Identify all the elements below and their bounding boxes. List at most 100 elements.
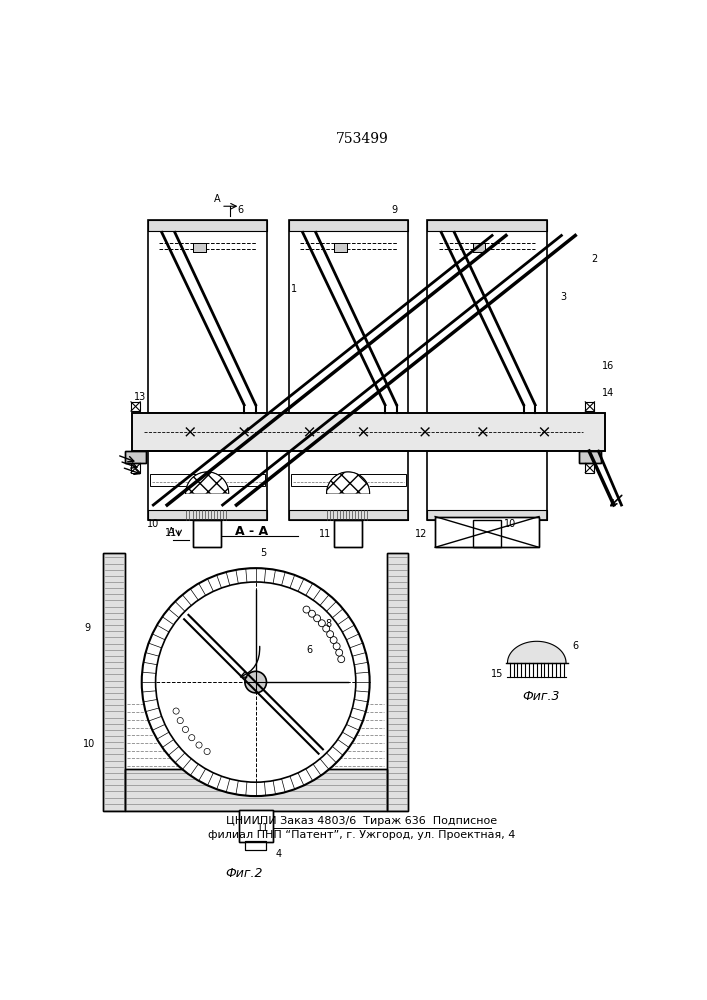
Text: 6: 6: [307, 645, 312, 655]
Circle shape: [196, 742, 202, 748]
Bar: [125, 769, 387, 811]
Text: 14: 14: [602, 388, 614, 398]
Bar: [239, 810, 273, 842]
Text: 9: 9: [391, 205, 397, 215]
Bar: [125, 451, 146, 463]
Bar: [579, 451, 601, 463]
Bar: [148, 510, 267, 520]
Text: 3: 3: [561, 292, 567, 302]
Bar: [291, 474, 406, 486]
Text: 4: 4: [276, 849, 282, 859]
Text: 5: 5: [260, 548, 267, 558]
Text: 12: 12: [415, 529, 428, 539]
Bar: [387, 553, 408, 811]
Bar: [148, 510, 267, 520]
Circle shape: [204, 748, 210, 755]
Text: 753499: 753499: [336, 132, 388, 146]
Bar: [435, 517, 539, 547]
Text: 11: 11: [319, 529, 331, 539]
Text: 10: 10: [503, 519, 516, 529]
Bar: [148, 220, 267, 231]
Bar: [334, 520, 362, 547]
Text: 6: 6: [572, 641, 578, 651]
Bar: [585, 463, 595, 473]
Circle shape: [177, 717, 183, 724]
Circle shape: [330, 637, 337, 644]
Text: 11: 11: [165, 528, 177, 538]
Text: 8: 8: [326, 619, 332, 629]
Circle shape: [182, 726, 189, 733]
Bar: [245, 841, 267, 850]
Text: 15: 15: [491, 669, 503, 679]
Circle shape: [333, 643, 340, 650]
Text: 9: 9: [85, 623, 91, 633]
Circle shape: [338, 656, 345, 663]
Bar: [428, 510, 547, 520]
Bar: [579, 451, 601, 463]
Bar: [473, 243, 485, 252]
Bar: [288, 220, 408, 413]
Bar: [131, 402, 140, 411]
Bar: [193, 520, 221, 547]
Circle shape: [245, 671, 267, 693]
Bar: [428, 451, 547, 520]
Bar: [288, 220, 408, 231]
Circle shape: [156, 582, 356, 782]
Bar: [148, 451, 267, 520]
Bar: [428, 510, 547, 520]
Circle shape: [173, 708, 179, 714]
Bar: [473, 520, 501, 547]
Bar: [193, 243, 206, 252]
Circle shape: [314, 615, 320, 622]
Text: 13: 13: [134, 392, 146, 402]
Bar: [334, 243, 346, 252]
Text: А - А: А - А: [235, 525, 269, 538]
Circle shape: [303, 606, 310, 613]
Bar: [150, 474, 265, 486]
Text: 2: 2: [591, 254, 597, 264]
Bar: [132, 413, 604, 451]
Text: Фиг.3: Фиг.3: [522, 690, 559, 703]
Circle shape: [308, 610, 315, 617]
Bar: [148, 220, 267, 231]
Text: 6: 6: [238, 205, 243, 215]
Text: 10: 10: [147, 519, 159, 529]
Bar: [125, 769, 387, 811]
Bar: [387, 553, 408, 811]
Circle shape: [141, 568, 370, 796]
Bar: [334, 243, 346, 252]
Text: А: А: [168, 527, 175, 537]
Text: 10: 10: [83, 739, 95, 749]
Text: ЦНИИПИ Заказ 4803/6  Тираж 636  Подписное: ЦНИИПИ Заказ 4803/6 Тираж 636 Подписное: [226, 816, 498, 826]
Bar: [585, 402, 595, 411]
Circle shape: [322, 625, 329, 632]
Text: Фиг.2: Фиг.2: [226, 867, 263, 880]
Bar: [148, 220, 267, 413]
Bar: [245, 841, 267, 850]
Bar: [103, 553, 125, 811]
Circle shape: [318, 620, 325, 627]
Bar: [103, 553, 125, 811]
Bar: [435, 517, 539, 547]
Text: 1: 1: [291, 284, 297, 294]
Bar: [125, 451, 146, 463]
Bar: [193, 243, 206, 252]
Bar: [428, 220, 547, 231]
Text: А: А: [214, 194, 221, 204]
Bar: [428, 220, 547, 413]
Bar: [132, 413, 604, 451]
Bar: [288, 510, 408, 520]
Circle shape: [336, 649, 343, 656]
Circle shape: [189, 735, 195, 741]
Bar: [288, 220, 408, 231]
Text: 11: 11: [257, 823, 269, 833]
Circle shape: [327, 631, 334, 638]
Bar: [334, 520, 362, 547]
Bar: [473, 243, 485, 252]
Bar: [131, 463, 140, 473]
Bar: [428, 220, 547, 231]
Text: 16: 16: [602, 361, 614, 371]
Bar: [239, 810, 273, 842]
Bar: [288, 510, 408, 520]
Bar: [193, 520, 221, 547]
